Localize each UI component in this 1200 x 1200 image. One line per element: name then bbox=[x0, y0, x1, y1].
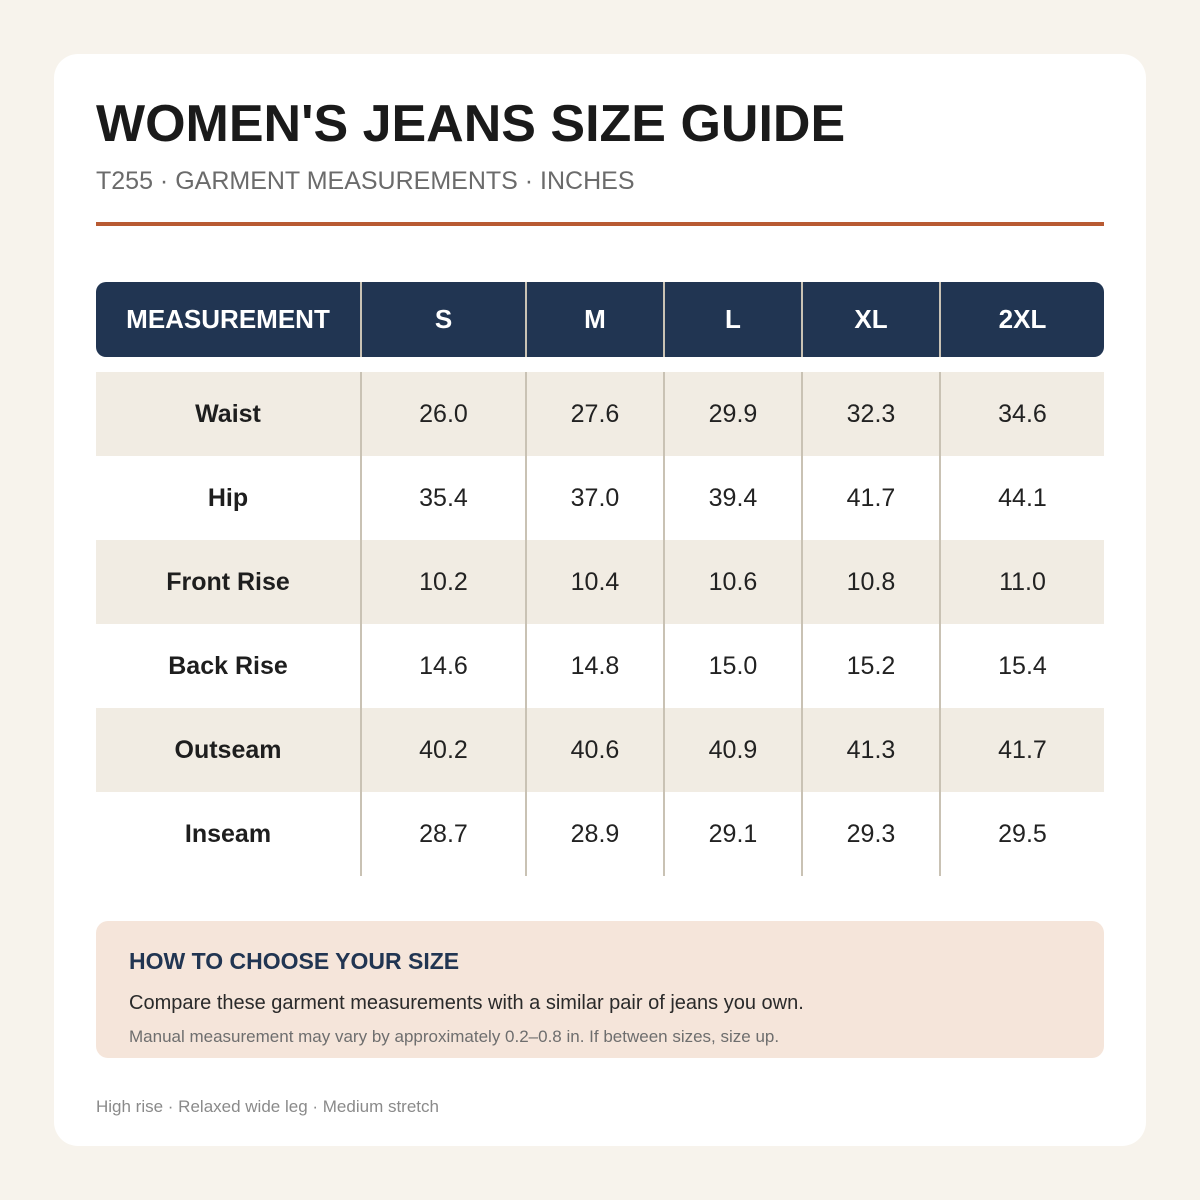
table-cell: 28.7 bbox=[360, 792, 525, 876]
table-cell: 27.6 bbox=[525, 372, 663, 456]
row-label: Waist bbox=[195, 399, 261, 428]
row-label: Inseam bbox=[184, 819, 272, 848]
row-label: Outseam bbox=[174, 735, 282, 764]
table-cell: 14.8 bbox=[525, 624, 663, 708]
row-label: Front Rise bbox=[166, 567, 290, 596]
table-cell: 40.2 bbox=[360, 708, 525, 792]
table-cell: 44.1 bbox=[939, 456, 1104, 540]
table-cell: 11.0 bbox=[939, 540, 1104, 624]
column-header-xl: XL bbox=[801, 282, 939, 357]
table-cell: 29.1 bbox=[663, 792, 801, 876]
table-cell: 15.0 bbox=[663, 624, 801, 708]
table-row: Back Rise 14.6 14.8 15.0 15.2 15.4 bbox=[96, 624, 1104, 708]
table-cell: 26.0 bbox=[360, 372, 525, 456]
fit-details: High rise · Relaxed wide leg · Medium st… bbox=[96, 1097, 439, 1116]
column-header-l: L bbox=[663, 282, 801, 357]
table-cell: 29.9 bbox=[663, 372, 801, 456]
table-row: Hip 35.4 37.0 39.4 41.7 44.1 bbox=[96, 456, 1104, 540]
page-title: WOMEN'S JEANS SIZE GUIDE bbox=[96, 95, 846, 153]
table-row: Waist 26.0 27.6 29.9 32.3 34.6 bbox=[96, 372, 1104, 456]
column-header-measurement: MEASUREMENT bbox=[126, 304, 330, 334]
advice-heading: HOW TO CHOOSE YOUR SIZE bbox=[129, 948, 460, 974]
table-cell: 40.6 bbox=[525, 708, 663, 792]
column-header-2xl: 2XL bbox=[939, 282, 1104, 357]
table-header-row: MEASUREMENT S M L XL 2XL bbox=[96, 282, 1104, 357]
table-cell: 10.6 bbox=[663, 540, 801, 624]
table-cell: 41.7 bbox=[801, 456, 939, 540]
table-cell: 35.4 bbox=[360, 456, 525, 540]
table-cell: 29.5 bbox=[939, 792, 1104, 876]
table-cell: 10.8 bbox=[801, 540, 939, 624]
table-cell: 39.4 bbox=[663, 456, 801, 540]
table-cell: 10.2 bbox=[360, 540, 525, 624]
table-cell: 15.2 bbox=[801, 624, 939, 708]
table-body: Waist 26.0 27.6 29.9 32.3 34.6 Hip 35.4 … bbox=[96, 372, 1104, 876]
size-table: MEASUREMENT S M L XL 2XL Waist 26.0 27.6… bbox=[96, 282, 1104, 876]
column-header-s: S bbox=[360, 282, 525, 357]
table-cell: 15.4 bbox=[939, 624, 1104, 708]
row-label: Hip bbox=[207, 483, 249, 512]
page-subtitle: T255 · GARMENT MEASUREMENTS · INCHES bbox=[96, 167, 635, 195]
advice-footnote: Manual measurement may vary by approxima… bbox=[129, 1027, 780, 1046]
table-row: Front Rise 10.2 10.4 10.6 10.8 11.0 bbox=[96, 540, 1104, 624]
size-advice-box: HOW TO CHOOSE YOUR SIZE Compare these ga… bbox=[96, 921, 1104, 1058]
table-cell: 34.6 bbox=[939, 372, 1104, 456]
table-cell: 41.7 bbox=[939, 708, 1104, 792]
table-cell: 14.6 bbox=[360, 624, 525, 708]
table-cell: 29.3 bbox=[801, 792, 939, 876]
table-cell: 37.0 bbox=[525, 456, 663, 540]
advice-text: Compare these garment measurements with … bbox=[129, 992, 804, 1014]
table-cell: 41.3 bbox=[801, 708, 939, 792]
table-row: Inseam 28.7 28.9 29.1 29.3 29.5 bbox=[96, 792, 1104, 876]
table-cell: 40.9 bbox=[663, 708, 801, 792]
table-row: Outseam 40.2 40.6 40.9 41.3 41.7 bbox=[96, 708, 1104, 792]
table-cell: 28.9 bbox=[525, 792, 663, 876]
accent-divider bbox=[96, 222, 1104, 226]
row-label: Back Rise bbox=[168, 651, 288, 680]
table-cell: 32.3 bbox=[801, 372, 939, 456]
table-cell: 10.4 bbox=[525, 540, 663, 624]
column-header-m: M bbox=[525, 282, 663, 357]
